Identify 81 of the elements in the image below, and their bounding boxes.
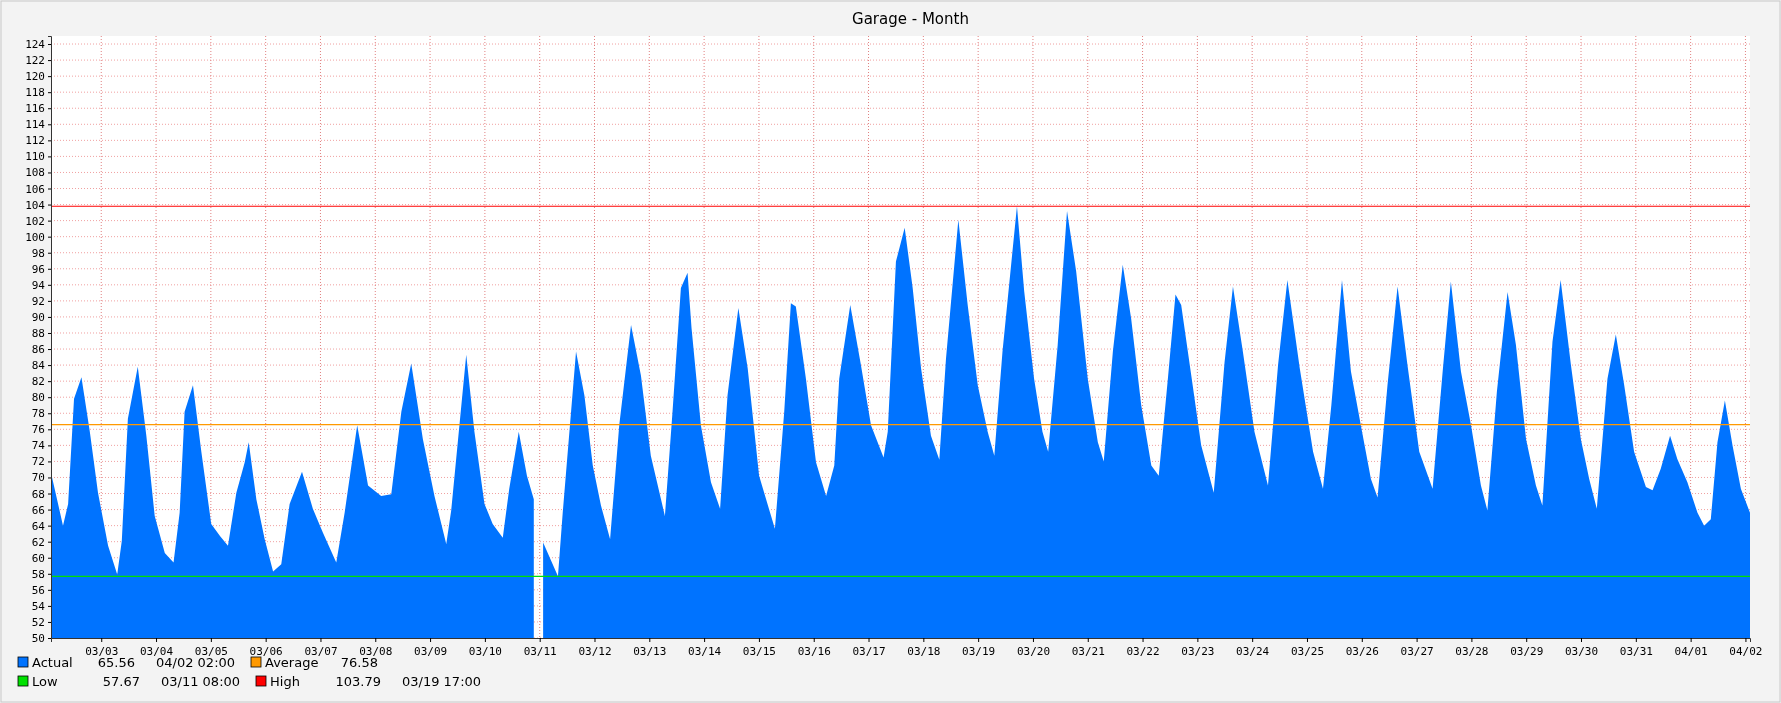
y-tick-label: 114 (25, 118, 46, 132)
y-tick-label: 62 (31, 535, 45, 549)
x-tick-label: 03/07 (304, 644, 338, 658)
y-tick-label: 124 (25, 38, 46, 52)
y-tick-label: 98 (31, 246, 45, 260)
y-tick-label: 68 (31, 487, 45, 501)
y-tick-label: 64 (31, 519, 46, 533)
y-tick-label: 84 (31, 359, 46, 373)
y-tick-label: 118 (25, 86, 45, 100)
x-tick-label: 03/24 (1236, 644, 1270, 658)
x-tick-label: 03/29 (1510, 644, 1544, 658)
x-tick-label: 03/31 (1619, 644, 1653, 658)
text: 76.58 (340, 655, 378, 670)
y-tick-label: 74 (31, 439, 46, 453)
y-tick-label: 110 (25, 150, 45, 164)
y-tick-label: 78 (31, 407, 45, 421)
x-tick-label: 03/26 (1345, 644, 1379, 658)
y-tick-label: 104 (25, 198, 46, 212)
y-tick-label: 86 (31, 343, 45, 357)
x-tick-label: 03/11 (523, 644, 557, 658)
y-tick-label: 106 (25, 182, 45, 196)
x-tick-label: 03/08 (359, 644, 393, 658)
x-tick-label: 03/20 (1016, 644, 1051, 658)
y-tick-label: 100 (25, 230, 45, 244)
x-tick-label: 03/30 (1564, 644, 1599, 658)
x-tick-label: 03/16 (797, 644, 831, 658)
legend-label: Average (265, 655, 319, 670)
x-tick-label: 03/10 (468, 644, 502, 658)
x-tick-label: 03/23 (1181, 644, 1215, 658)
text: 65.56 (97, 655, 135, 670)
x-tick-label: 03/03 (85, 644, 119, 658)
x-tick-label: 03/21 (1071, 644, 1105, 658)
y-tick-label: 120 (25, 70, 45, 84)
y-tick-label: 80 (31, 391, 45, 405)
legend-label: High (270, 674, 300, 689)
text: 04/02 02:00 (156, 655, 236, 670)
text: 103.79 (335, 674, 381, 689)
y-tick-label: 70 (31, 471, 45, 485)
y-tick-label: 58 (31, 567, 45, 581)
x-tick-label: 03/18 (907, 644, 941, 658)
x-tick-label: 03/09 (414, 644, 448, 658)
x-tick-label: 03/22 (1126, 644, 1160, 658)
x-tick-label: 03/19 (962, 644, 996, 658)
text: 57.67 (102, 674, 140, 689)
y-tick-label: 102 (25, 214, 45, 228)
y-tick-label: 82 (31, 375, 45, 389)
x-tick-label: 03/14 (688, 644, 722, 658)
y-tick-label: 52 (31, 615, 45, 629)
y-tick-label: 122 (25, 54, 45, 68)
legend-label: Low (32, 674, 58, 689)
y-tick-label: 116 (25, 102, 45, 116)
chart-title: Garage - Month (852, 10, 969, 28)
y-tick-label: 76 (31, 423, 45, 437)
x-tick-label: 03/13 (633, 644, 667, 658)
y-tick-label: 56 (31, 583, 45, 597)
y-tick-label: 90 (31, 310, 45, 324)
x-tick-label: 03/28 (1455, 644, 1489, 658)
x-tick-label: 03/04 (139, 644, 174, 658)
y-tick-label: 72 (31, 455, 45, 469)
y-tick-label: 54 (31, 599, 46, 613)
y-tick-label: 108 (25, 166, 45, 180)
y-tick-label: 92 (31, 294, 45, 308)
text: 03/11 08:00 (161, 674, 241, 689)
y-tick-label: 112 (25, 134, 45, 148)
x-tick-label: 04/01 (1674, 644, 1708, 658)
x-tick-label: 03/27 (1400, 644, 1434, 658)
y-tick-label: 94 (31, 278, 46, 292)
x-tick-label: 03/25 (1290, 644, 1325, 658)
x-tick-label: 03/05 (194, 644, 228, 658)
x-tick-label: 03/17 (852, 644, 886, 658)
legend-label: Actual (32, 655, 73, 670)
y-tick-label: 60 (31, 551, 45, 565)
x-tick-label: 03/06 (249, 644, 283, 658)
y-tick-label: 50 (31, 632, 45, 646)
x-tick-label: 03/15 (742, 644, 776, 658)
x-tick-label: 04/02 (1729, 644, 1763, 658)
x-tick-label: 03/12 (578, 644, 612, 658)
y-tick-label: 88 (31, 327, 45, 341)
y-tick-label: 96 (31, 262, 45, 276)
text: 03/19 17:00 (402, 674, 482, 689)
y-tick-label: 66 (31, 503, 45, 517)
